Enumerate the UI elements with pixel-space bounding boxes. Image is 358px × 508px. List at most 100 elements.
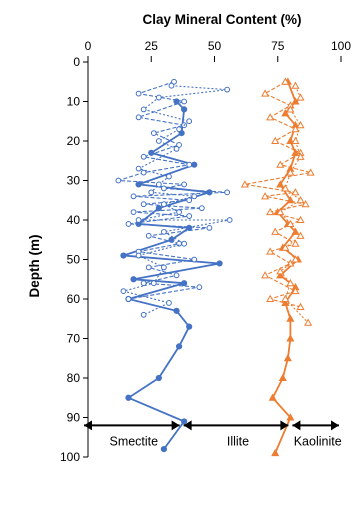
data-point [206,225,213,231]
zone-range: Illite [183,420,289,448]
y-tick-label: 60 [67,292,81,306]
data-point [135,181,142,188]
data-point [261,192,270,200]
zone-arrowhead-left [84,420,92,431]
data-point [286,105,295,113]
data-point [166,173,172,180]
chart-title: Clay Mineral Content (%) [142,12,301,27]
data-point [140,106,147,113]
data-point [130,209,137,216]
data-point [155,94,162,101]
data-point [130,276,137,283]
data-point [161,264,167,271]
data-point [155,181,162,188]
zone-arrowhead-left [292,420,301,431]
data-point [286,413,295,421]
data-point [168,82,175,89]
data-point [175,343,183,350]
data-point [148,189,155,196]
x-tick-label: 50 [208,39,222,53]
data-point [296,302,305,310]
data-point [266,294,275,303]
data-point [281,77,290,85]
data-point [306,168,315,176]
data-point [224,86,231,93]
data-point [176,209,182,216]
data-point [286,219,295,228]
y-tick-label: 20 [67,134,81,148]
data-point [291,81,300,89]
data-point [281,298,290,307]
y-tick-label: 80 [67,371,81,385]
data-point [296,93,305,101]
data-point [173,146,180,152]
data-point [266,113,275,121]
data-point [160,446,167,453]
series-layer [115,77,315,457]
y-tick-label: 70 [67,332,81,346]
zone-label: Kaolinite [294,434,342,448]
data-point [155,138,162,144]
data-point [181,418,188,425]
data-point [135,217,142,223]
data-point [186,213,193,219]
data-point [145,232,152,239]
data-point [286,314,295,322]
data-point [224,189,231,196]
data-point [155,205,162,212]
data-point [186,118,193,125]
data-point [130,193,137,200]
data-point [135,114,142,121]
data-point [296,215,305,224]
data-point [125,221,132,227]
data-point [150,280,157,287]
series-group [240,77,315,310]
data-point [140,311,147,318]
data-point [115,177,122,184]
data-point [261,271,270,279]
data-point [198,205,205,212]
data-point [266,247,275,255]
data-point [171,78,177,85]
data-point [186,323,193,330]
data-point [181,280,188,287]
data-point [291,124,300,133]
data-point [296,231,305,239]
data-point [176,126,182,133]
data-point [276,180,285,188]
x-tick-label: 100 [331,39,351,53]
data-point [181,240,188,247]
data-point [135,165,142,172]
data-point [261,89,270,97]
data-point [181,181,188,188]
data-point [191,161,198,168]
data-point [281,109,290,117]
data-point [276,267,285,275]
data-point [120,288,127,295]
data-point [135,90,142,97]
data-point [186,224,193,231]
series-line [279,85,309,324]
data-point [266,207,275,216]
series-group [115,78,231,302]
data-point [276,207,285,216]
y-tick-label: 90 [67,411,81,425]
y-tick-label: 10 [67,95,81,109]
data-point [140,280,147,287]
zone-arrowhead-right [171,420,180,431]
data-point [186,161,193,168]
data-point [268,393,277,401]
series-line [123,100,220,450]
data-point [125,394,132,401]
data-point [301,199,310,208]
x-tick-label: 0 [85,39,92,53]
zone-arrowhead-left [183,420,192,431]
data-point [125,296,132,302]
data-point [296,152,305,160]
data-point [286,136,295,145]
zone-arrowhead-right [331,420,339,431]
data-point [216,260,223,267]
data-point [291,188,300,196]
data-point [181,106,188,113]
